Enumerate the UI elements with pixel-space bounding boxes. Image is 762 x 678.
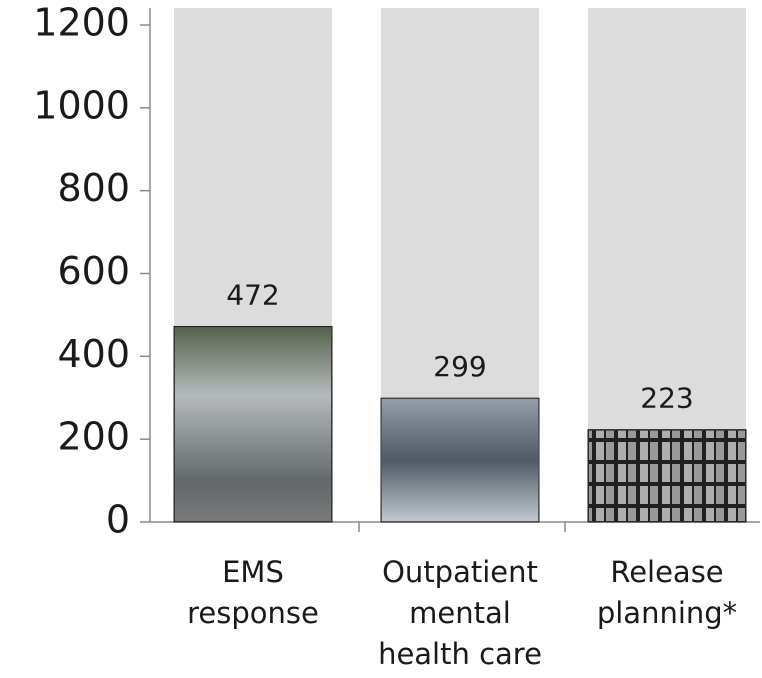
value-label: 472 [226,279,279,312]
x-tick-label: Outpatient mental health care [378,555,542,671]
x-tick-label: Release planning* [596,555,738,630]
y-tick-label: 1000 [33,83,130,127]
y-tick-label: 1200 [33,1,130,45]
bar-image [175,327,331,521]
value-label: 299 [433,350,486,383]
bar-image [589,430,745,521]
y-tick-label: 200 [57,415,130,459]
value-label: 223 [640,382,693,415]
y-tick-label: 800 [57,166,130,210]
y-tick-label: 600 [57,249,130,293]
y-tick-label: 0 [106,498,130,542]
bar-image [382,399,538,521]
y-tick-label: 400 [57,332,130,376]
plot-area: 0 200 400 600 800 1000 1200 472 299 223 [33,1,760,542]
background-columns [174,8,746,522]
x-tick-label: EMS response [187,555,319,630]
